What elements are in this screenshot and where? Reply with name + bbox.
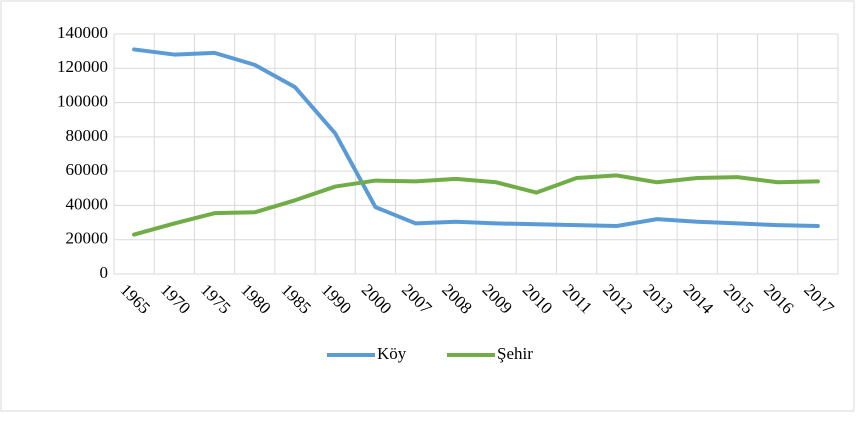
legend-label: Köy [377,344,407,363]
y-tick-label: 20000 [66,229,109,248]
y-tick-label: 80000 [66,126,109,145]
y-tick-label: 140000 [57,23,108,42]
line-series [132,173,820,237]
y-tick-label: 60000 [66,160,109,179]
legend-label: Şehir [497,344,533,363]
line-series [132,47,820,228]
y-tick-label: 120000 [57,57,108,76]
y-tick-label: 0 [100,263,109,282]
y-tick-label: 40000 [66,194,109,213]
chart-border [0,0,855,412]
y-tick-label: 100000 [57,91,108,110]
